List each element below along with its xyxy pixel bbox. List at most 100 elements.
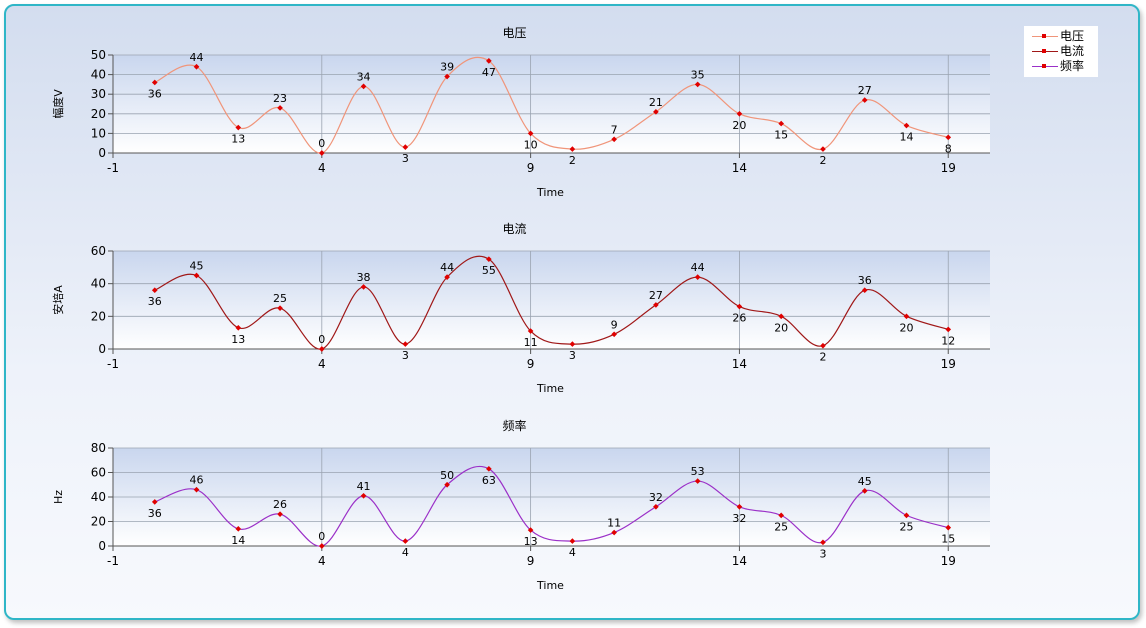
- chart-current: 0 20 40 60 -1 4 9 14 19 电流 Time 安培A 36 45 13 25 0 38 3 44 55…: [51, 222, 990, 395]
- data-label: 3: [819, 547, 826, 560]
- data-point: [486, 465, 492, 472]
- x-tick-label: 9: [527, 357, 535, 371]
- data-point: [736, 303, 743, 310]
- data-label: 47: [482, 66, 496, 79]
- data-label: 32: [732, 512, 746, 525]
- x-axis-label-frequency: Time: [536, 579, 564, 592]
- data-point: [235, 124, 242, 131]
- data-label: 4: [402, 546, 409, 559]
- data-point: [444, 274, 450, 280]
- legend-label-voltage: 电压: [1060, 29, 1085, 43]
- data-label: 15: [941, 533, 955, 546]
- y-tick-label: 0: [98, 146, 106, 160]
- data-label: 50: [440, 469, 454, 482]
- data-label: 34: [357, 70, 371, 83]
- data-label: 25: [899, 520, 913, 533]
- data-label: 4: [569, 546, 576, 559]
- data-label: 45: [190, 260, 204, 273]
- data-point: [694, 478, 701, 484]
- data-point: [820, 539, 826, 546]
- data-point: [778, 512, 785, 519]
- data-point: [151, 499, 158, 505]
- data-point: [444, 481, 450, 488]
- legend-marker-current: [1042, 49, 1046, 53]
- plot-area-current: [113, 251, 990, 349]
- data-label: 7: [611, 123, 618, 136]
- y-tick-label: 60: [91, 466, 106, 480]
- data-label: 11: [524, 336, 538, 349]
- data-point: [903, 512, 910, 519]
- data-point: [277, 105, 283, 111]
- data-label: 2: [819, 351, 826, 364]
- data-label: 21: [649, 96, 663, 109]
- chart-frequency: 0 20 40 60 80 -1 4 9 14 19 频率 Time Hz 36 46 14 26 0 41 4 50 6…: [52, 418, 990, 592]
- data-point: [444, 73, 450, 80]
- data-point: [611, 331, 617, 338]
- data-point: [653, 503, 659, 510]
- data-label: 2: [819, 154, 826, 167]
- legend-item-frequency: 频率: [1024, 58, 1098, 74]
- data-point: [861, 488, 868, 494]
- data-label: 44: [440, 261, 454, 274]
- data-point: [611, 136, 617, 143]
- y-tick-label: 10: [91, 126, 106, 140]
- data-point: [903, 122, 910, 129]
- y-tick-label: 40: [91, 490, 106, 504]
- data-point: [193, 63, 200, 70]
- data-label: 13: [524, 535, 538, 548]
- y-axis-label-current: 安培A: [51, 285, 65, 315]
- data-label: 55: [482, 264, 496, 277]
- data-label: 15: [774, 129, 788, 142]
- legend-label-frequency: 频率: [1060, 59, 1085, 73]
- data-label: 20: [732, 119, 746, 132]
- data-label: 45: [858, 475, 872, 488]
- x-tick-label: 19: [941, 554, 956, 568]
- data-point: [569, 146, 576, 152]
- data-point: [193, 272, 200, 279]
- data-label: 3: [402, 152, 409, 165]
- data-point: [527, 527, 534, 533]
- data-point: [277, 305, 283, 311]
- data-point: [569, 341, 576, 347]
- y-tick-label: 40: [91, 68, 106, 82]
- data-label: 0: [318, 333, 325, 346]
- data-label: 25: [774, 520, 788, 533]
- data-label: 53: [691, 465, 705, 478]
- data-label: 12: [941, 334, 955, 347]
- plot-area-voltage: [113, 55, 990, 153]
- data-point: [360, 492, 367, 499]
- legend-marker-voltage: [1042, 34, 1046, 38]
- chart-title-voltage: 电压: [502, 26, 526, 40]
- data-point: [277, 511, 283, 517]
- chart-title-frequency: 频率: [502, 418, 526, 433]
- data-point: [402, 341, 409, 347]
- legend-item-current: 电流: [1024, 43, 1098, 59]
- data-point: [653, 109, 659, 115]
- x-tick-label: 9: [527, 554, 535, 568]
- y-tick-label: 40: [91, 277, 106, 291]
- data-label: 26: [732, 312, 746, 325]
- data-point: [820, 146, 826, 152]
- data-point: [235, 324, 242, 331]
- y-axis-label-voltage: 幅度V: [51, 89, 65, 119]
- data-label: 14: [231, 534, 245, 547]
- data-label: 10: [524, 138, 538, 151]
- data-label: 20: [774, 321, 788, 334]
- data-label: 23: [273, 92, 287, 105]
- data-label: 9: [611, 318, 618, 331]
- data-label: 26: [273, 498, 287, 511]
- data-label: 36: [148, 507, 162, 520]
- data-label: 27: [858, 84, 872, 97]
- data-label: 13: [231, 133, 245, 146]
- data-point: [861, 287, 868, 294]
- data-point: [151, 287, 158, 294]
- x-tick-label: 14: [732, 357, 747, 371]
- x-tick-label: 4: [318, 161, 326, 175]
- data-point: [569, 538, 576, 544]
- data-label: 8: [945, 142, 952, 155]
- data-label: 13: [231, 333, 245, 346]
- data-label: 46: [190, 474, 204, 487]
- data-label: 3: [569, 349, 576, 362]
